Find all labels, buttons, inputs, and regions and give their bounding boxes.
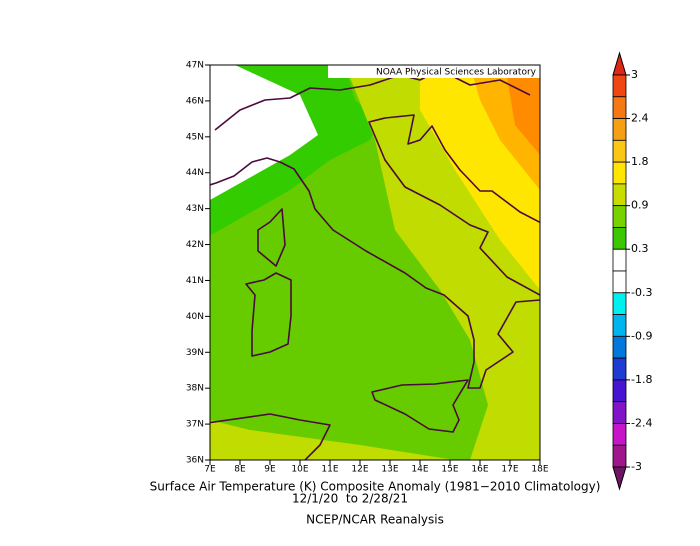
lat-label: 39N xyxy=(186,348,204,358)
coastline xyxy=(371,379,469,433)
colorbar-box xyxy=(612,248,627,272)
colorbar-label: 0.3 xyxy=(631,242,649,255)
lat-label: 37N xyxy=(186,420,204,430)
lat-label: 38N xyxy=(186,384,204,394)
lat-label: 44N xyxy=(186,168,204,178)
lon-label: 7E xyxy=(204,465,216,475)
colorbar-label: 0.9 xyxy=(631,199,649,212)
colorbar-label: -3 xyxy=(631,460,642,473)
lon-axis: 7E 8E 9E 10E 11E 12E 13E 14E 15E 16E 17E 18E xyxy=(204,460,549,475)
colorbar-arrow xyxy=(612,51,627,76)
lon-label: 17E xyxy=(501,465,518,475)
coastline xyxy=(245,272,292,357)
lat-label: 36N xyxy=(186,456,204,466)
colorbar-box xyxy=(612,74,627,98)
coastline xyxy=(210,114,540,389)
lon-label: 9E xyxy=(264,465,276,475)
colorbar-box xyxy=(612,270,627,294)
map xyxy=(210,65,540,460)
colorbar-label: -0.3 xyxy=(631,286,652,299)
colorbar-box xyxy=(612,444,627,468)
colorbar-box xyxy=(612,96,627,119)
colorbar-label: 2.4 xyxy=(631,112,649,125)
lon-label: 10E xyxy=(291,465,308,475)
lon-label: 8E xyxy=(234,465,246,475)
caption-dates: 12/1/20 to 2/28/21 xyxy=(292,492,408,506)
colorbar-box xyxy=(612,183,627,207)
lat-label: 40N xyxy=(186,312,204,322)
lat-label: 41N xyxy=(186,276,204,286)
map-frame xyxy=(209,64,541,461)
colorbar-box xyxy=(612,118,627,141)
lon-label: 13E xyxy=(381,465,398,475)
colorbar-box xyxy=(612,314,627,337)
colorbar-label: 3 xyxy=(631,68,638,81)
region xyxy=(210,65,318,200)
border xyxy=(214,69,531,131)
colorbar-box xyxy=(612,227,627,250)
lat-axis: 47N 46N 45N 44N 43N 42N 41N 40N 39N 38N 37N 36N xyxy=(186,61,210,466)
region xyxy=(210,420,455,460)
colorbar-box xyxy=(612,423,627,446)
lon-label: 11E xyxy=(321,465,338,475)
colorbar-label: -2.4 xyxy=(631,416,652,429)
lon-label: 15E xyxy=(441,465,458,475)
lon-label: 18E xyxy=(531,465,548,475)
colorbar-box xyxy=(612,292,627,315)
colorbar-box xyxy=(612,401,627,424)
colorbar-label: -1.8 xyxy=(631,373,652,386)
colorbar-box xyxy=(612,139,627,163)
colorbar-box xyxy=(612,161,627,185)
colorbar-label: -0.9 xyxy=(631,329,652,342)
colorbar-box xyxy=(612,357,627,381)
lon-label: 12E xyxy=(351,465,368,475)
colorbar-box xyxy=(612,205,627,228)
colorbar-label: 1.8 xyxy=(631,155,649,168)
lon-label: 16E xyxy=(471,465,488,475)
credit-box xyxy=(328,65,540,78)
lon-label: 14E xyxy=(411,465,428,475)
lat-label: 46N xyxy=(186,96,204,106)
lat-label: 45N xyxy=(186,132,204,142)
caption-source: NCEP/NCAR Reanalysis xyxy=(306,513,444,527)
colorbar-box xyxy=(612,335,627,359)
coastline xyxy=(210,413,331,460)
colorbar-arrow xyxy=(612,466,627,491)
colorbar: 3 2.4 1.8 0.9 0.3 -0.3 -0.9 -1.8 -2.4 -3 xyxy=(612,51,652,491)
caption-title: Surface Air Temperature (K) Composite An… xyxy=(150,480,601,494)
coastline xyxy=(257,208,286,267)
colorbar-box xyxy=(612,379,627,403)
credit: NOAA Physical Sciences Laboratory xyxy=(376,68,537,78)
lat-label: 43N xyxy=(186,204,204,214)
lat-label: 42N xyxy=(186,240,204,250)
lat-label: 47N xyxy=(186,61,204,71)
